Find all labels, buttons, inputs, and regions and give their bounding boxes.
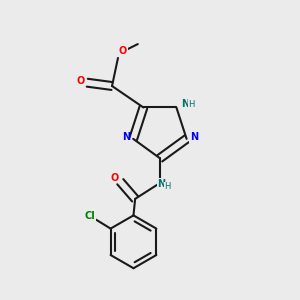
Text: N: N bbox=[190, 132, 198, 142]
Text: H: H bbox=[188, 100, 195, 109]
Text: N: N bbox=[122, 132, 130, 142]
Text: N: N bbox=[182, 99, 190, 109]
Text: H: H bbox=[164, 182, 171, 191]
Text: N: N bbox=[158, 179, 166, 189]
Text: Cl: Cl bbox=[85, 211, 95, 221]
Text: O: O bbox=[110, 173, 118, 183]
Text: O: O bbox=[119, 46, 127, 56]
Text: O: O bbox=[76, 76, 85, 86]
